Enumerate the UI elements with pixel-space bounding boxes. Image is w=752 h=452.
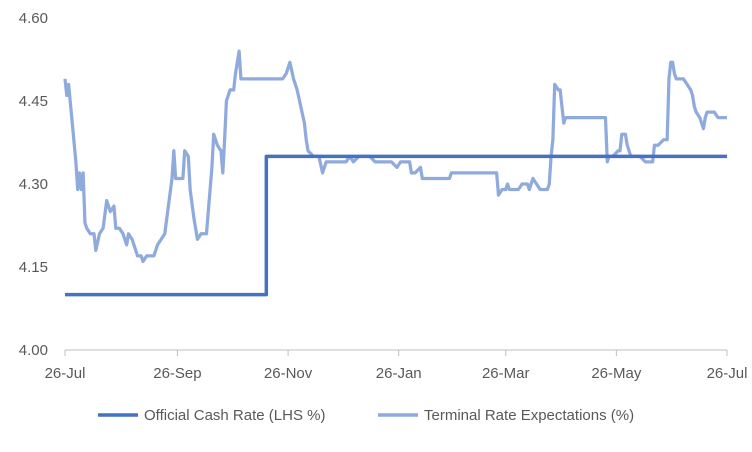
x-tick-label: 26-Nov (264, 365, 313, 382)
y-tick-label: 4.00 (19, 342, 48, 359)
legend: Official Cash Rate (LHS %) Terminal Rate … (98, 407, 634, 424)
x-axis: 26-Jul 26-Sep 26-Nov 26-Jan 26-Mar 26-May 26-J… (45, 349, 748, 382)
y-tick-label: 4.60 (19, 10, 48, 27)
y-tick-label: 4.15 (19, 259, 48, 276)
x-tick-label: 26-Mar (482, 365, 530, 382)
y-tick-label: 4.45 (19, 93, 48, 110)
y-tick-label: 4.30 (19, 176, 48, 193)
x-tick-label: 26-Jan (376, 365, 422, 382)
x-tick-label: 26-May (591, 365, 642, 382)
x-tick-label: 26-Sep (153, 365, 201, 382)
series-layer (63, 49, 727, 297)
x-tick-label: 26-Jul (45, 365, 86, 382)
y-axis: 4.00 4.15 4.30 4.45 4.60 (19, 10, 48, 359)
legend-label: Official Cash Rate (LHS %) (144, 407, 325, 424)
official-cash-rate-line (65, 154, 727, 297)
legend-label: Terminal Rate Expectations (%) (424, 407, 634, 424)
x-tick-label: 26-Jul (707, 365, 748, 382)
